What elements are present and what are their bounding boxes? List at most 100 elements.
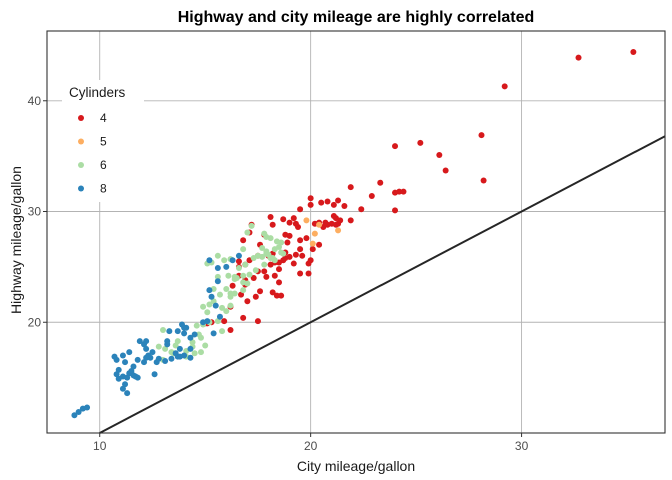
- data-point: [166, 328, 173, 335]
- data-point: [197, 334, 204, 341]
- data-point: [119, 373, 126, 380]
- data-point: [187, 345, 194, 352]
- data-point: [174, 338, 181, 345]
- data-point: [280, 250, 287, 257]
- data-point: [252, 267, 259, 274]
- data-point: [261, 261, 268, 268]
- data-point: [290, 215, 297, 222]
- data-point: [478, 132, 485, 139]
- data-point: [84, 404, 91, 411]
- data-point: [206, 257, 213, 264]
- data-point: [136, 338, 143, 345]
- legend-label: 5: [100, 135, 107, 149]
- data-point: [316, 221, 323, 228]
- data-point: [193, 322, 200, 329]
- data-point: [71, 412, 78, 419]
- data-point: [248, 222, 255, 229]
- data-point: [307, 195, 314, 202]
- legend-items: 4 5 6 8: [78, 111, 107, 196]
- data-point: [242, 261, 249, 268]
- data-point: [240, 237, 247, 244]
- data-point: [143, 354, 150, 361]
- data-point: [358, 206, 365, 213]
- data-point: [200, 319, 207, 326]
- data-point: [400, 188, 407, 195]
- y-tick-label: 30: [28, 205, 42, 219]
- data-point: [284, 239, 291, 246]
- legend-key: [78, 115, 84, 121]
- data-point: [259, 245, 266, 252]
- data-point: [318, 199, 325, 206]
- data-point: [286, 219, 293, 226]
- data-point: [212, 302, 219, 309]
- data-point: [134, 356, 141, 363]
- y-tick-label: 20: [28, 315, 42, 329]
- data-point: [223, 308, 230, 315]
- data-point: [252, 293, 259, 300]
- data-point: [187, 354, 194, 361]
- data-point: [231, 290, 238, 297]
- reference-line: [99, 135, 666, 434]
- data-point: [191, 331, 198, 338]
- data-point: [575, 54, 582, 61]
- data-point: [417, 139, 424, 146]
- data-point: [480, 177, 487, 184]
- data-point: [219, 304, 226, 311]
- chart-title: Highway and city mileage are highly corr…: [178, 9, 535, 26]
- data-point: [341, 202, 348, 209]
- data-point: [250, 255, 257, 262]
- data-point: [221, 257, 228, 264]
- data-point: [316, 241, 323, 248]
- data-point: [141, 341, 148, 348]
- data-point: [229, 257, 236, 264]
- data-point: [280, 216, 287, 223]
- data-point: [240, 272, 247, 279]
- legend-background: [62, 80, 144, 202]
- data-point: [309, 240, 316, 247]
- legend-title: Cylinders: [69, 85, 126, 100]
- data-point: [269, 221, 276, 228]
- data-point: [259, 253, 266, 260]
- data-point: [174, 328, 181, 335]
- data-point: [267, 214, 274, 221]
- data-point: [246, 271, 253, 278]
- data-point: [240, 314, 247, 321]
- data-point: [269, 255, 276, 262]
- data-point: [223, 263, 230, 270]
- data-point: [292, 220, 299, 227]
- data-point: [235, 252, 242, 259]
- data-point: [330, 201, 337, 208]
- data-point: [436, 152, 443, 159]
- data-point: [276, 266, 283, 273]
- data-point: [368, 193, 375, 200]
- data-point: [181, 330, 188, 337]
- data-point: [307, 201, 314, 208]
- data-point: [377, 179, 384, 186]
- data-point: [235, 264, 242, 271]
- data-point: [250, 274, 257, 281]
- data-point: [113, 356, 120, 363]
- data-point: [392, 143, 399, 150]
- data-point: [206, 287, 213, 294]
- data-point: [271, 272, 278, 279]
- legend-label: 6: [100, 158, 107, 172]
- data-point: [290, 260, 297, 267]
- data-point: [216, 291, 223, 298]
- data-point: [115, 366, 122, 373]
- data-point: [257, 288, 264, 295]
- data-point: [240, 246, 247, 253]
- data-point: [214, 264, 221, 271]
- plot-panel: [46, 30, 666, 434]
- data-point: [324, 198, 331, 205]
- data-point: [126, 349, 133, 356]
- data-point: [332, 221, 339, 228]
- y-tick-label: 40: [28, 94, 42, 108]
- y-axis-title: Highway mileage/gallon: [8, 166, 24, 314]
- data-point: [227, 290, 234, 297]
- data-point: [297, 246, 304, 253]
- x-tick-label: 30: [515, 439, 529, 453]
- data-point: [216, 313, 223, 320]
- data-point: [206, 301, 213, 308]
- data-point: [297, 206, 304, 213]
- series-8: [71, 252, 242, 419]
